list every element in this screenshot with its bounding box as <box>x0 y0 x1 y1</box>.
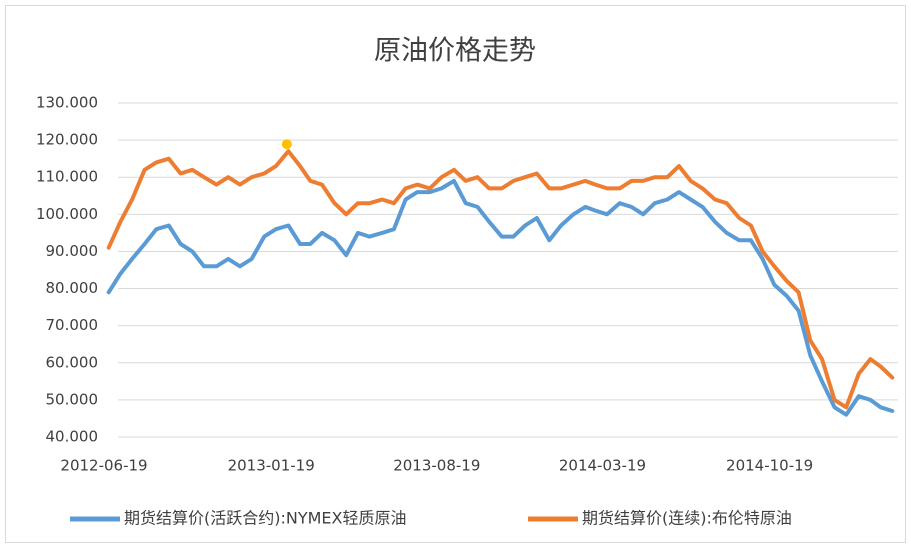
x-tick-label: 2012-06-19 <box>60 457 147 475</box>
x-tick-label: 2013-08-19 <box>393 457 480 475</box>
y-tick-label: 110.000 <box>36 168 98 186</box>
y-tick-label: 50.000 <box>46 390 99 408</box>
series-line <box>106 178 895 417</box>
y-tick-label: 70.000 <box>46 316 99 334</box>
x-tick-label: 2013-01-19 <box>228 457 315 475</box>
legend-label: 期货结算价(连续):布伦特原油 <box>582 509 792 528</box>
chart-title: 原油价格走势 <box>374 36 536 67</box>
y-tick-label: 60.000 <box>46 353 99 371</box>
y-tick-label: 90.000 <box>46 242 99 260</box>
legend-label: 期货结算价(活跃合约):NYMEX轻质原油 <box>124 509 407 528</box>
x-tick-label: 2014-10-19 <box>726 457 813 475</box>
x-tick-label: 2014-03-19 <box>559 457 646 475</box>
chart-border <box>5 5 906 543</box>
y-tick-label: 130.000 <box>36 94 98 112</box>
y-tick-label: 120.000 <box>36 131 98 149</box>
highlight-point <box>281 139 292 150</box>
y-tick-label: 40.000 <box>46 428 99 446</box>
y-tick-label: 80.000 <box>46 279 99 297</box>
y-tick-label: 100.000 <box>36 205 98 223</box>
series-line <box>106 149 895 410</box>
